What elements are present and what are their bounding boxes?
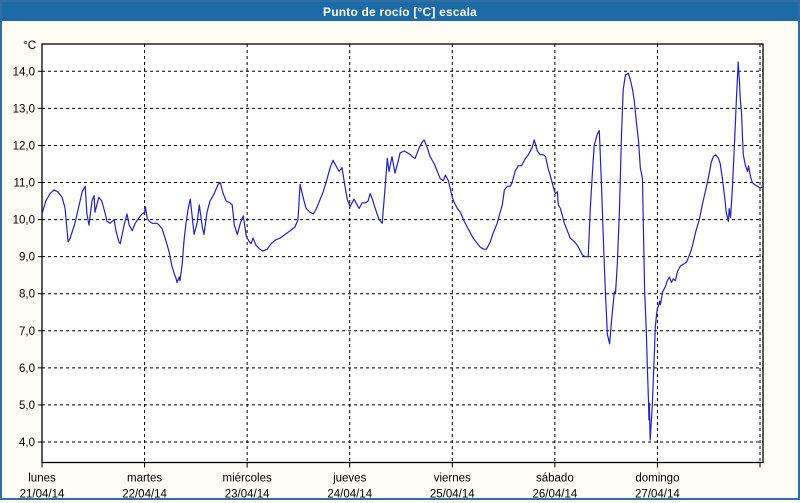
x-day-date-label: 22/04/14	[122, 489, 167, 499]
x-day-name-label: jueves	[332, 473, 366, 485]
x-day-name-label: martes	[127, 473, 162, 485]
y-tick-label: 5,0	[19, 400, 35, 412]
x-day-name-label: lunes	[28, 473, 56, 485]
x-day-name-label: viernes	[434, 473, 471, 485]
y-tick-label: 7,0	[19, 326, 35, 338]
y-tick-label: 9,0	[19, 252, 35, 264]
x-day-name-label: domingo	[635, 473, 679, 485]
y-tick-label: 12,0	[13, 140, 35, 152]
chart-title: Punto de rocío [°C] escala	[322, 4, 478, 19]
x-day-date-label: 23/04/14	[225, 489, 270, 499]
dewpoint-plot-svg: 14,0 13,0 12,0 11,0 10,0 9,0 8,0 7,0 6,0 5,0 4,0 °C…	[13, 40, 765, 501]
y-tick-label: 4,0	[19, 437, 35, 449]
y-axis-unit-label: °C	[23, 40, 36, 52]
y-tick-label: 13,0	[13, 103, 35, 115]
x-day-name-label: sábado	[536, 473, 574, 485]
y-tick-label: 6,0	[19, 363, 35, 375]
x-day-date-label: 24/04/14	[327, 489, 372, 499]
y-tick-label: 10,0	[13, 215, 35, 227]
y-tick-label: 8,0	[19, 289, 35, 301]
x-day-date-label: 26/04/14	[532, 489, 577, 499]
x-day-name-label: miércoles	[223, 473, 272, 485]
dewpoint-series-line	[41, 61, 765, 441]
chart-title-bar: Punto de rocío [°C] escala	[2, 2, 798, 21]
x-day-date-label: 25/04/14	[430, 489, 475, 499]
x-day-date-label: 27/04/14	[635, 489, 680, 499]
x-day-date-label: 21/04/14	[20, 489, 65, 499]
plot-area	[41, 43, 764, 464]
y-tick-label: 11,0	[13, 178, 35, 190]
dewpoint-chart: 14,0 13,0 12,0 11,0 10,0 9,0 8,0 7,0 6,0 5,0 4,0 °C…	[2, 21, 798, 501]
y-tick-label: 14,0	[13, 66, 35, 78]
